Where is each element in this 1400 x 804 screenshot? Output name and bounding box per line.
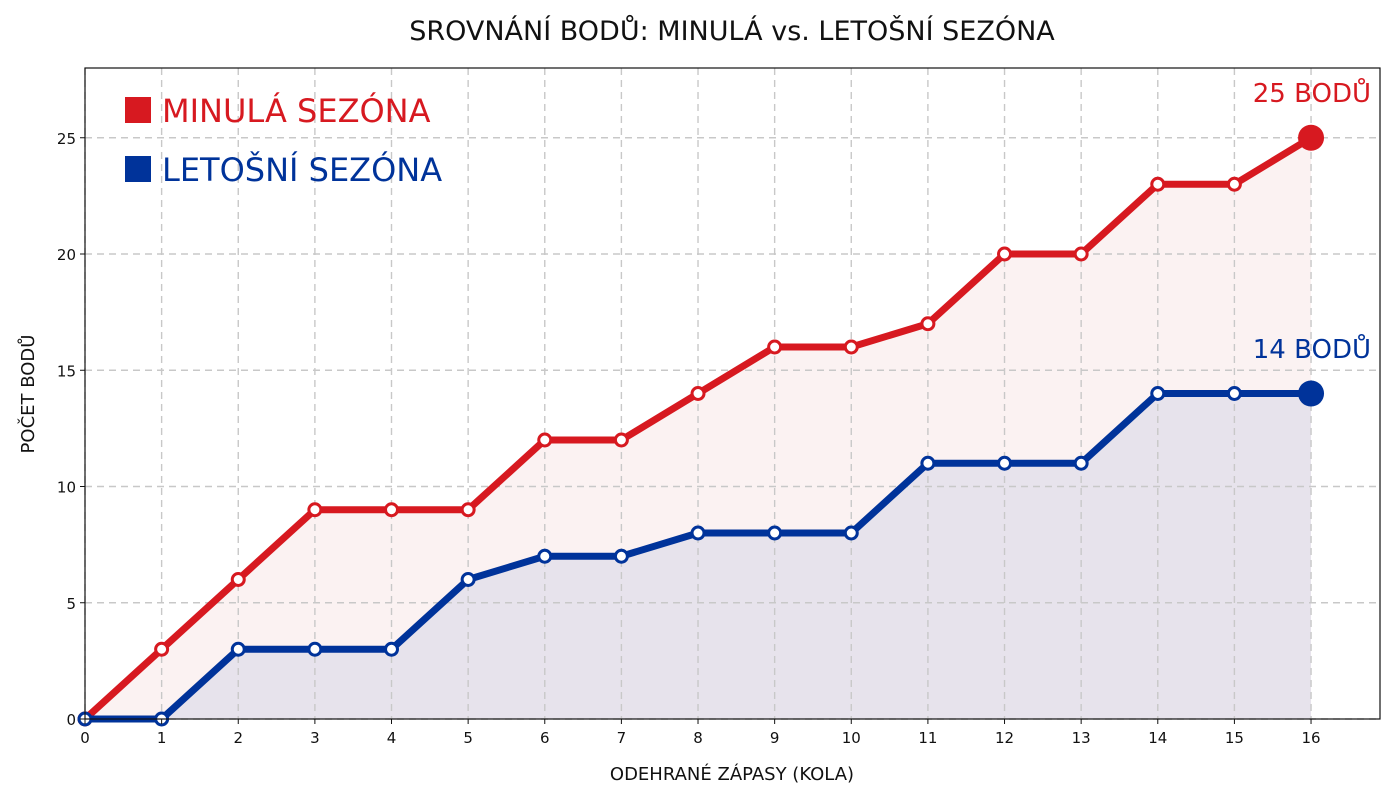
legend-label-last-season: MINULÁ SEZÓNA xyxy=(162,91,431,130)
y-tick-label: 20 xyxy=(57,246,76,264)
legend-swatch-last-season xyxy=(125,97,151,123)
x-tick-label: 5 xyxy=(463,729,473,747)
data-point-marker xyxy=(460,502,476,518)
plot-frame xyxy=(84,67,1381,720)
x-tick-label: 6 xyxy=(540,729,550,747)
x-tick-label: 0 xyxy=(80,729,90,747)
x-tick-label: 1 xyxy=(157,729,167,747)
x-tick-label: 15 xyxy=(1225,729,1244,747)
data-point-marker xyxy=(154,641,170,657)
end-point-marker xyxy=(1298,380,1325,407)
x-axis-label: ODEHRANÉ ZÁPASY (KOLA) xyxy=(610,763,854,785)
x-tick-label: 8 xyxy=(693,729,703,747)
x-tick-label: 7 xyxy=(617,729,627,747)
data-point-marker xyxy=(997,455,1013,471)
x-tick-label: 12 xyxy=(995,729,1014,747)
data-point-marker xyxy=(537,432,553,448)
data-point-marker xyxy=(690,525,706,541)
legend-label-this-season: LETOŠNÍ SEZÓNA xyxy=(162,150,442,189)
y-tick-label: 15 xyxy=(57,362,76,380)
x-tick-label: 14 xyxy=(1148,729,1167,747)
data-point-marker xyxy=(230,641,246,657)
data-point-marker xyxy=(537,548,553,564)
data-point-marker xyxy=(613,432,629,448)
chart-title: SROVNÁNÍ BODŮ: MINULÁ vs. LETOŠNÍ SEZÓNA xyxy=(409,15,1055,47)
x-tick-label: 16 xyxy=(1301,729,1320,747)
data-point-marker xyxy=(690,386,706,401)
y-tick-label: 10 xyxy=(57,479,76,497)
data-point-marker xyxy=(997,246,1013,262)
y-tick-label: 25 xyxy=(57,130,76,148)
data-point-marker xyxy=(1150,176,1166,192)
x-tick-label: 10 xyxy=(842,729,861,747)
y-tick-label: 5 xyxy=(66,595,76,613)
data-point-marker xyxy=(1150,386,1166,401)
data-point-marker xyxy=(307,641,323,657)
data-point-marker xyxy=(1226,386,1242,401)
end-label-this-season: 14 BODŮ xyxy=(1253,333,1371,365)
data-point-marker xyxy=(460,572,476,587)
end-point-marker xyxy=(1298,124,1325,151)
data-point-marker xyxy=(230,572,246,587)
end-label-last-season: 25 BODŮ xyxy=(1253,77,1371,109)
x-tick-label: 9 xyxy=(770,729,780,747)
legend: MINULÁ SEZÓNA LETOŠNÍ SEZÓNA xyxy=(125,91,442,189)
data-point-marker xyxy=(1073,455,1089,471)
x-tick-label: 11 xyxy=(918,729,937,747)
data-point-marker xyxy=(1073,246,1089,262)
y-tick-label: 0 xyxy=(66,711,76,729)
data-point-marker xyxy=(307,502,323,518)
data-point-marker xyxy=(920,455,936,471)
data-point-marker xyxy=(767,525,783,541)
data-point-marker xyxy=(920,316,936,332)
x-tick-label: 4 xyxy=(387,729,397,747)
x-tick-label: 2 xyxy=(233,729,243,747)
data-point-marker xyxy=(767,339,783,355)
data-point-marker xyxy=(613,548,629,564)
data-point-marker xyxy=(384,641,400,657)
data-point-marker xyxy=(384,502,400,518)
data-point-marker xyxy=(1226,176,1242,192)
data-point-marker xyxy=(843,525,859,541)
data-point-marker xyxy=(843,339,859,355)
x-tick-label: 3 xyxy=(310,729,320,747)
legend-swatch-this-season xyxy=(125,156,151,182)
y-axis-label: POČET BODŮ xyxy=(17,335,39,454)
x-tick-label: 13 xyxy=(1072,729,1091,747)
